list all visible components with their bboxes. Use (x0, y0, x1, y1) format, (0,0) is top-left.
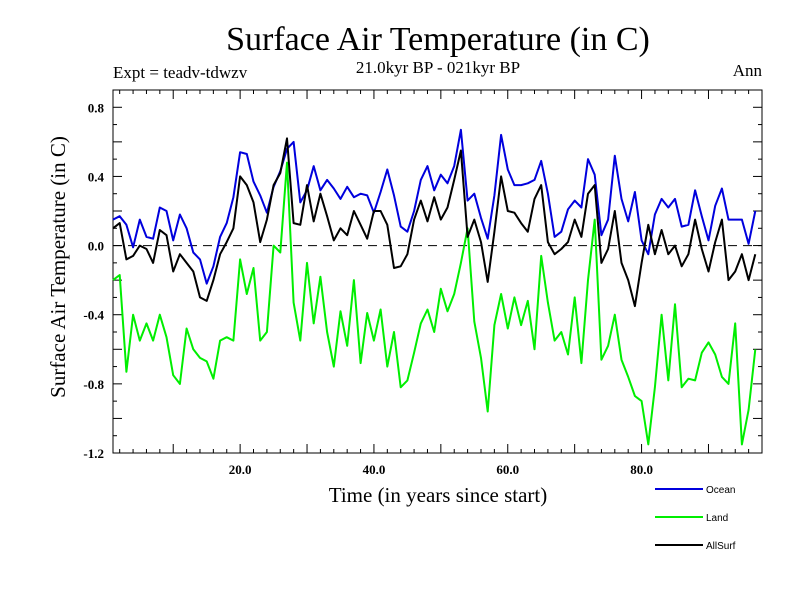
x-tick-label: 20.0 (229, 462, 252, 477)
series-line-ocean (112, 128, 757, 285)
plot-frame (112, 89, 763, 454)
season-label: Ann (733, 61, 763, 80)
y-tick-label: 0.8 (88, 100, 105, 115)
legend-label-allsurf: AllSurf (706, 541, 736, 552)
x-axis-label: Time (in years since start) (329, 483, 548, 507)
legend-label-ocean: Ocean (706, 485, 735, 496)
y-tick-label: 0.0 (88, 239, 104, 254)
chart-title: Surface Air Temperature (in C) (226, 21, 650, 58)
x-tick-label: 60.0 (496, 462, 519, 477)
x-tick-label: 40.0 (363, 462, 386, 477)
series-line-allsurf (112, 137, 757, 308)
x-tick-label: 80.0 (630, 462, 653, 477)
y-tick-label: -0.8 (83, 377, 104, 392)
y-tick-label: 0.4 (88, 169, 105, 184)
y-tick-label: -1.2 (83, 446, 104, 461)
legend-label-land: Land (706, 513, 728, 524)
y-tick-label: -0.4 (83, 308, 104, 323)
y-axis-label: Surface Air Temperature (in C) (46, 136, 70, 398)
chart-subtitle: 21.0kyr BP - 021kyr BP (356, 58, 520, 77)
legend: Ocean Land AllSurf (655, 485, 736, 552)
plot-area: 20.0 40.0 60.0 80.0 0.8 0.4 0.0 -0.4 -0.8 -1.2 (83, 89, 763, 477)
series-line-land (112, 161, 757, 446)
experiment-label: Expt = teadv-tdwzv (113, 63, 248, 82)
